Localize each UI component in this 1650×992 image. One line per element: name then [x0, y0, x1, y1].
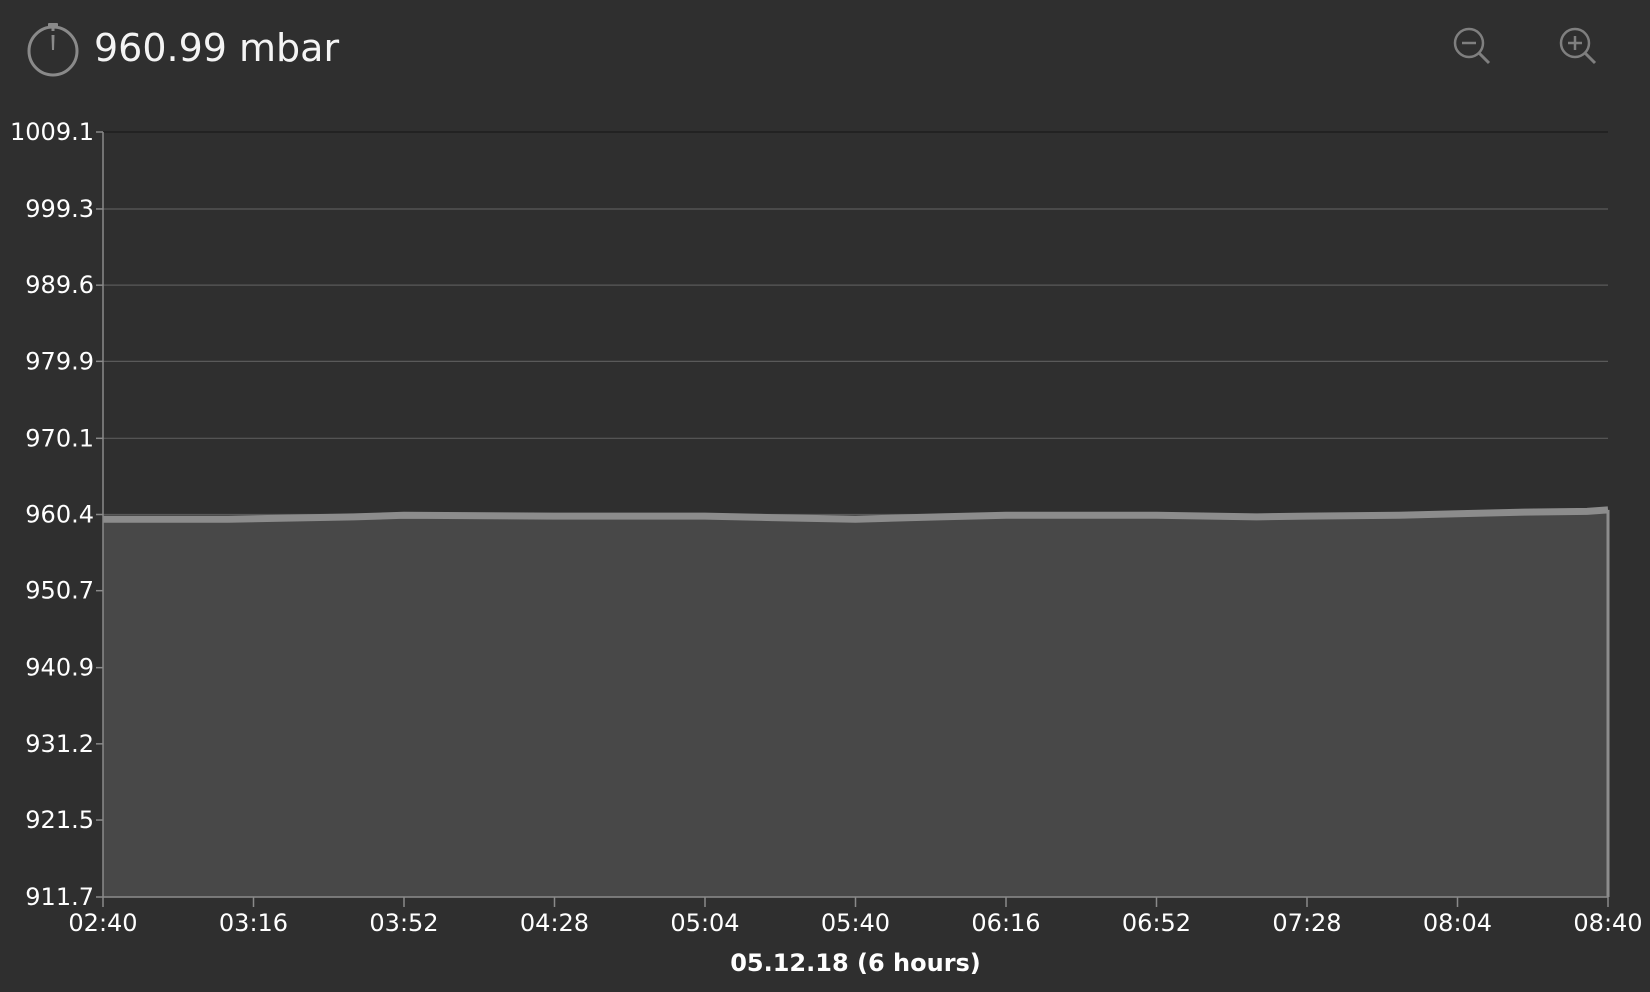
y-tick-label: 970.1 [25, 424, 94, 452]
zoom-in-icon[interactable] [1558, 26, 1600, 68]
zoom-out-icon[interactable] [1452, 26, 1494, 68]
pressure-area-fill [103, 509, 1608, 897]
y-tick-label: 940.9 [25, 654, 94, 682]
x-tick-label: 03:52 [369, 909, 438, 937]
current-pressure-reading: 960.99 mbar [94, 26, 340, 70]
x-tick-label: 08:04 [1423, 909, 1492, 937]
x-axis-title: 05.12.18 (6 hours) [730, 949, 981, 977]
x-tick-label: 05:04 [670, 909, 739, 937]
y-tick-label: 1009.1 [10, 118, 94, 146]
x-tick-label: 07:28 [1272, 909, 1341, 937]
x-tick-label: 06:16 [971, 909, 1040, 937]
y-tick-label: 960.4 [25, 501, 94, 529]
x-tick-label: 03:16 [219, 909, 288, 937]
y-tick-label: 931.2 [25, 730, 94, 758]
x-tick-label: 05:40 [821, 909, 890, 937]
x-tick-label: 02:40 [68, 909, 137, 937]
y-tick-label: 989.6 [25, 271, 94, 299]
y-tick-label: 921.5 [25, 806, 94, 834]
y-tick-label: 979.9 [25, 347, 94, 375]
y-tick-label: 999.3 [25, 195, 94, 223]
x-tick-label: 04:28 [520, 909, 589, 937]
y-tick-label: 950.7 [25, 577, 94, 605]
stopwatch-gauge-icon [27, 23, 79, 77]
x-tick-label: 08:40 [1573, 909, 1642, 937]
y-tick-label: 911.7 [25, 883, 94, 911]
chart-header: 960.99 mbar [0, 0, 1650, 100]
pressure-series-line [103, 506, 1609, 523]
x-tick-label: 06:52 [1122, 909, 1191, 937]
